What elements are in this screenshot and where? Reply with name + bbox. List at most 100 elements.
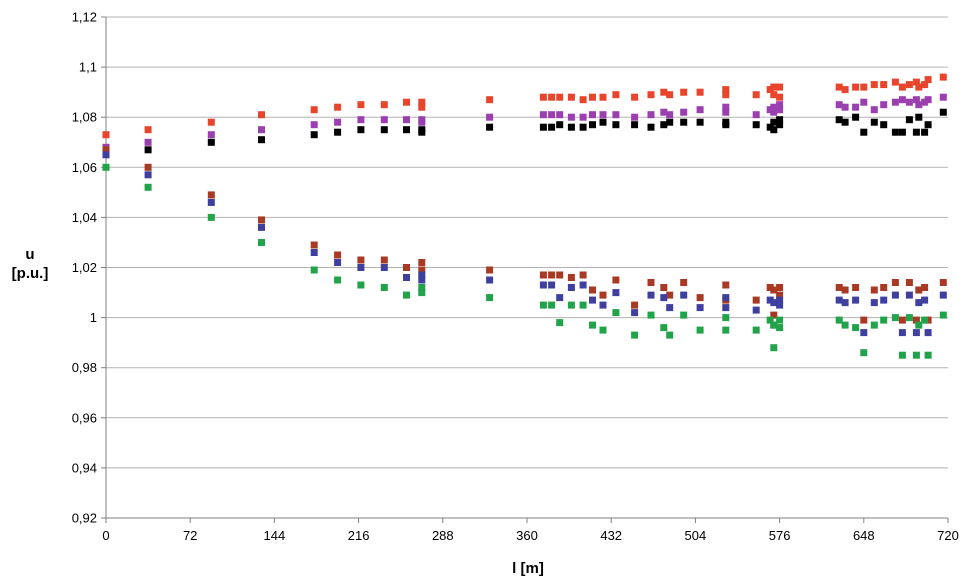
data-point-series-4 bbox=[357, 256, 365, 264]
data-point-series-6 bbox=[539, 301, 547, 309]
data-point-series-6 bbox=[631, 331, 639, 339]
data-point-series-4 bbox=[915, 286, 923, 294]
data-point-series-4 bbox=[612, 276, 620, 284]
data-point-series-6 bbox=[776, 316, 784, 324]
data-point-series-1 bbox=[939, 73, 947, 81]
data-point-series-6 bbox=[666, 331, 674, 339]
data-point-series-2 bbox=[334, 118, 342, 126]
data-point-series-6 bbox=[102, 163, 110, 171]
data-point-series-3 bbox=[898, 128, 906, 136]
data-point-series-1 bbox=[334, 103, 342, 111]
data-point-series-5 bbox=[380, 264, 388, 271]
data-point-series-4 bbox=[539, 271, 547, 279]
data-point-series-3 bbox=[660, 121, 668, 129]
data-point-series-4 bbox=[770, 286, 778, 294]
data-point-series-5 bbox=[776, 301, 784, 309]
data-point-series-4 bbox=[776, 291, 784, 299]
data-point-series-6 bbox=[579, 301, 587, 309]
data-point-series-4 bbox=[835, 284, 843, 291]
data-point-series-1 bbox=[696, 88, 704, 96]
x-tick-label: 504 bbox=[685, 528, 707, 543]
data-point-series-2 bbox=[870, 106, 878, 114]
data-point-series-3 bbox=[891, 128, 899, 136]
data-point-series-4 bbox=[548, 271, 556, 279]
data-point-series-2 bbox=[776, 106, 784, 114]
data-point-series-1 bbox=[766, 86, 774, 94]
data-point-series-5 bbox=[666, 304, 674, 312]
data-point-series-1 bbox=[835, 83, 843, 91]
data-point-series-1 bbox=[258, 111, 265, 119]
data-point-series-5 bbox=[912, 329, 920, 337]
data-point-series-1 bbox=[418, 98, 426, 106]
y-tick-label: 1,04 bbox=[72, 210, 97, 225]
data-point-series-2 bbox=[722, 108, 730, 116]
data-point-series-1 bbox=[870, 81, 878, 89]
data-point-series-1 bbox=[680, 88, 688, 96]
data-point-series-6 bbox=[912, 351, 920, 359]
data-point-series-2 bbox=[589, 111, 596, 119]
data-point-series-2 bbox=[680, 108, 688, 116]
x-tick-label: 648 bbox=[853, 528, 875, 543]
data-point-series-4 bbox=[912, 316, 920, 324]
data-point-series-4 bbox=[380, 256, 388, 264]
data-point-series-1 bbox=[776, 83, 784, 91]
data-point-series-4 bbox=[334, 251, 342, 259]
data-point-series-5 bbox=[905, 291, 913, 299]
data-point-series-5 bbox=[891, 291, 899, 299]
data-point-series-5 bbox=[567, 284, 575, 291]
data-point-series-5 bbox=[207, 198, 215, 206]
data-point-series-5 bbox=[102, 151, 110, 159]
data-point-series-6 bbox=[144, 183, 152, 191]
data-point-series-1 bbox=[403, 98, 410, 106]
data-point-series-5 bbox=[696, 304, 704, 312]
data-point-series-4 bbox=[599, 291, 607, 299]
data-point-series-3 bbox=[841, 118, 849, 126]
data-point-series-1 bbox=[891, 78, 899, 86]
data-point-series-2 bbox=[548, 111, 556, 119]
data-point-series-6 bbox=[921, 316, 929, 324]
data-point-series-5 bbox=[310, 249, 318, 256]
data-point-series-2 bbox=[835, 101, 843, 109]
data-point-series-6 bbox=[334, 276, 342, 284]
y-tick-label: 0,96 bbox=[72, 410, 97, 425]
data-point-series-5 bbox=[418, 276, 426, 284]
data-point-series-4 bbox=[102, 146, 110, 154]
data-point-series-3 bbox=[418, 128, 426, 136]
data-point-series-5 bbox=[680, 291, 688, 299]
data-point-series-6 bbox=[841, 321, 849, 329]
data-point-series-5 bbox=[921, 296, 929, 304]
data-point-series-3 bbox=[486, 123, 494, 131]
data-point-series-1 bbox=[612, 91, 620, 99]
data-point-series-6 bbox=[258, 239, 265, 246]
data-point-series-2 bbox=[752, 111, 760, 119]
data-point-series-6 bbox=[418, 284, 426, 291]
data-point-series-6 bbox=[548, 301, 556, 309]
data-point-series-3 bbox=[207, 138, 215, 146]
data-point-series-4 bbox=[567, 274, 575, 281]
data-point-series-4 bbox=[666, 291, 674, 299]
data-point-series-3 bbox=[696, 118, 704, 126]
gridlines bbox=[106, 16, 948, 469]
data-point-series-3 bbox=[921, 128, 929, 136]
data-point-series-5 bbox=[486, 276, 494, 284]
x-tick-label: 216 bbox=[348, 528, 370, 543]
data-point-series-5 bbox=[870, 299, 878, 307]
data-point-series-6 bbox=[722, 326, 730, 334]
y-tick-labels: 0,92 0,94 0,96 0,98 1 1,02 1,04 1,06 1,08 1,1 1,12 bbox=[72, 10, 97, 526]
data-point-series-4 bbox=[898, 316, 906, 324]
data-point-series-6 bbox=[766, 316, 774, 324]
data-point-series-5 bbox=[599, 301, 607, 309]
data-point-series-1 bbox=[924, 76, 932, 84]
data-point-series-2 bbox=[567, 113, 575, 121]
data-point-series-5 bbox=[852, 296, 860, 304]
data-point-series-3 bbox=[776, 116, 784, 124]
data-point-series-4 bbox=[841, 286, 849, 294]
data-point-series-3 bbox=[722, 118, 730, 126]
data-point-series-6 bbox=[680, 311, 688, 319]
y-tick-label: 0,92 bbox=[72, 511, 97, 526]
data-point-series-2 bbox=[660, 108, 668, 116]
data-point-series-2 bbox=[380, 116, 388, 124]
data-point-series-4 bbox=[870, 286, 878, 294]
data-point-series-2 bbox=[612, 111, 620, 119]
data-point-series-3 bbox=[666, 118, 674, 126]
